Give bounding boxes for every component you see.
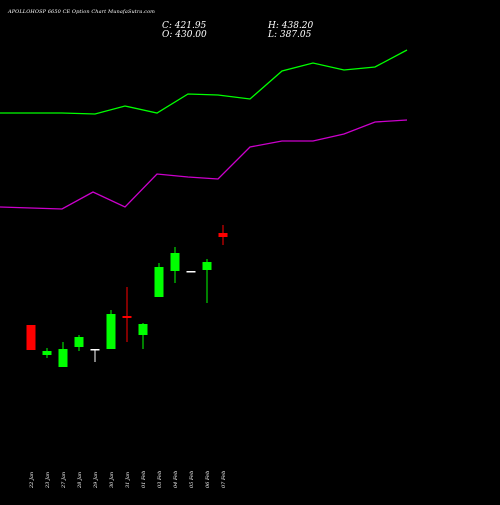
candle-body xyxy=(90,349,100,351)
x-tick-label: 30 Jan xyxy=(109,472,115,488)
upper-band-line xyxy=(0,49,408,115)
x-tick-label: 31 Jan xyxy=(125,472,131,488)
x-tick-label: 05 Feb xyxy=(189,471,195,488)
candle xyxy=(58,342,68,367)
candle-body xyxy=(138,324,148,335)
chart-title: APOLLOHOSP 6650 CE Option Chart MunafaSu… xyxy=(8,9,156,15)
candle-body xyxy=(186,271,196,273)
candles-layer xyxy=(26,225,228,367)
candle xyxy=(218,225,228,245)
candle xyxy=(74,335,84,351)
x-tick-label: 03 Feb xyxy=(157,471,163,488)
open-value: O: 430.00 xyxy=(162,30,207,40)
x-tick-label: 01 Feb xyxy=(141,471,147,488)
x-tick-label: 29 Jan xyxy=(93,472,99,489)
x-tick-label: 22 Jan xyxy=(29,472,35,489)
lower-band-line xyxy=(0,119,408,210)
bands-layer xyxy=(0,49,408,210)
x-tick-label: 07 Feb xyxy=(221,471,227,488)
candle xyxy=(186,271,196,273)
x-tick-label: 27 Jan xyxy=(61,472,67,489)
x-tick-label: 04 Feb xyxy=(173,471,179,488)
x-axis: 22 Jan 23 Jan 27 Jan 28 Jan 29 Jan 30 Jan 31 J… xyxy=(29,471,227,489)
candle xyxy=(90,349,100,362)
x-tick-label: 23 Jan xyxy=(45,472,51,489)
high-value: H: 438.20 xyxy=(268,21,314,31)
candle-body xyxy=(42,351,52,355)
candle-body xyxy=(106,314,116,349)
candle-body xyxy=(26,325,36,350)
candle xyxy=(26,325,36,350)
low-value: L: 387.05 xyxy=(268,30,312,40)
candle-body xyxy=(74,337,84,347)
x-tick-label: 28 Jan xyxy=(77,472,83,489)
candle-body xyxy=(170,253,180,271)
x-tick-label: 06 Feb xyxy=(205,471,211,488)
candle xyxy=(154,263,164,297)
candle xyxy=(42,348,52,358)
candle xyxy=(106,310,116,349)
candle xyxy=(122,287,132,342)
candle-body xyxy=(122,316,132,318)
candle xyxy=(138,323,148,349)
close-value: C: 421.95 xyxy=(162,21,207,31)
candle xyxy=(202,259,212,303)
candle xyxy=(170,247,180,283)
candle-body xyxy=(218,233,228,237)
candle-body xyxy=(202,262,212,270)
candle-body xyxy=(58,349,68,367)
candle-body xyxy=(154,267,164,297)
